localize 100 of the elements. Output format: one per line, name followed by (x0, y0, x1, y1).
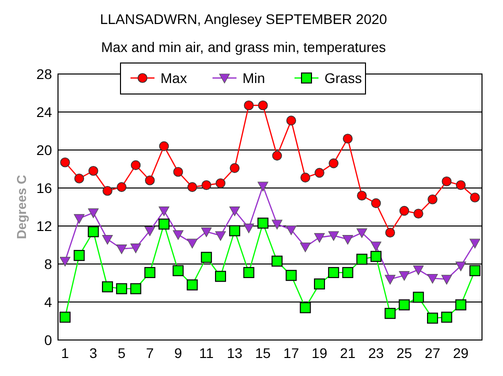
point (88, 208, 99, 218)
point (428, 194, 438, 204)
point (370, 250, 382, 262)
point (60, 256, 70, 266)
x-tick-label: 21 (340, 345, 356, 361)
point (230, 163, 240, 173)
point (172, 265, 184, 276)
point (314, 233, 325, 243)
point (342, 235, 354, 245)
point (286, 226, 296, 236)
point (413, 265, 424, 275)
chart-title: LLANSADWRN, Anglesey SEPTEMBER 2020 (100, 11, 388, 27)
point (144, 267, 156, 278)
point (398, 299, 410, 310)
x-tick-label: 17 (283, 345, 300, 361)
x-tick-label: 27 (424, 345, 441, 361)
point (427, 312, 438, 324)
point (427, 274, 438, 284)
point (300, 172, 310, 182)
point (456, 262, 466, 272)
point (88, 226, 99, 238)
point (272, 220, 282, 230)
point (470, 192, 480, 202)
point (342, 267, 354, 278)
point (371, 198, 381, 208)
point (328, 267, 340, 278)
point (356, 190, 367, 200)
point (201, 227, 212, 237)
x-tick-label: 25 (396, 345, 412, 361)
point (385, 228, 396, 238)
x-tick-label: 9 (174, 345, 182, 361)
point (272, 256, 283, 267)
legend-label: Min (242, 70, 266, 86)
point (74, 250, 85, 261)
point (60, 157, 70, 168)
point (116, 244, 127, 254)
point (384, 308, 396, 319)
point (398, 271, 410, 281)
y-tick-label: 20 (36, 142, 52, 158)
point (286, 270, 297, 281)
point (216, 178, 226, 188)
point (130, 244, 142, 254)
point (60, 312, 71, 323)
point (455, 299, 466, 310)
point (328, 231, 339, 241)
x-tick-label: 23 (368, 345, 384, 361)
x-tick-label: 19 (312, 345, 328, 361)
x-tick-label: 5 (118, 345, 126, 361)
point (441, 274, 452, 284)
point (130, 283, 142, 294)
point (187, 182, 198, 192)
point (159, 141, 169, 152)
y-tick-label: 24 (36, 104, 52, 120)
point (172, 230, 184, 240)
point (102, 281, 113, 292)
point (286, 116, 296, 126)
point (314, 168, 324, 178)
point (130, 160, 141, 170)
point (257, 218, 268, 229)
point (384, 274, 396, 284)
y-tick-label: 28 (36, 66, 52, 82)
point (200, 252, 212, 263)
point (356, 254, 368, 265)
point (144, 226, 156, 236)
point (102, 186, 112, 196)
point (116, 283, 128, 294)
point (456, 180, 466, 190)
point (186, 279, 198, 290)
point (215, 231, 226, 241)
point (243, 267, 254, 278)
point (412, 292, 424, 303)
point (158, 218, 170, 230)
point (272, 150, 282, 161)
y-tick-label: 12 (36, 218, 52, 234)
point (470, 238, 480, 248)
point (328, 158, 338, 168)
point (356, 228, 368, 238)
point (244, 100, 254, 110)
y-tick-label: 8 (44, 256, 52, 272)
point (469, 265, 480, 276)
point (74, 174, 84, 184)
point (88, 166, 98, 176)
point (202, 180, 212, 190)
point (414, 208, 424, 219)
point (399, 206, 410, 216)
point (258, 100, 268, 110)
x-tick-label: 1 (61, 345, 70, 361)
point (441, 312, 452, 323)
x-tick-label: 13 (226, 345, 243, 361)
point (74, 214, 84, 224)
y-axis-title: Degrees C (14, 174, 29, 240)
point (116, 182, 126, 192)
point (442, 176, 452, 186)
y-tick-label: 0 (44, 332, 52, 348)
y-tick-label: 16 (36, 180, 52, 196)
y-tick-label: 4 (44, 294, 52, 310)
point (300, 302, 311, 314)
point (158, 206, 170, 216)
point (370, 242, 382, 252)
point (186, 238, 198, 248)
